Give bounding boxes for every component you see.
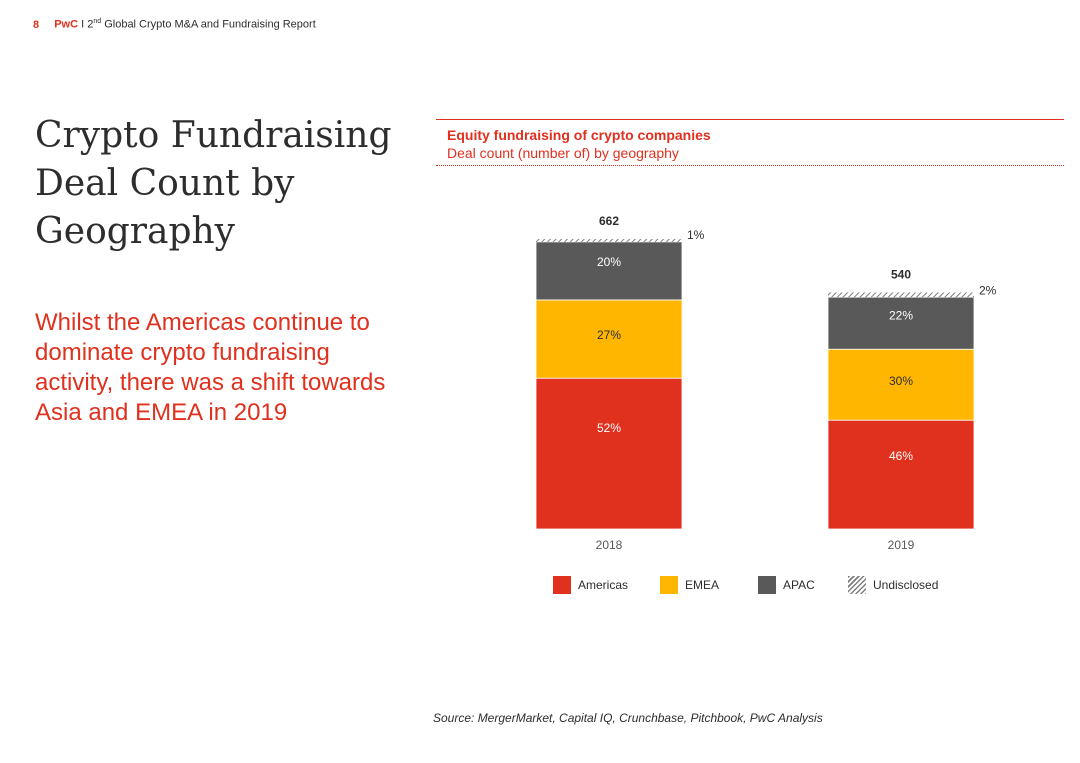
data-label-apac-2018: 20%: [597, 255, 621, 269]
chart-header: Equity fundraising of crypto companies D…: [436, 119, 1064, 166]
total-label-2018: 662: [599, 214, 619, 228]
data-label-apac-2019: 22%: [889, 308, 913, 322]
bar-segment-apac-2018: [535, 241, 683, 301]
chart-legend: Americas EMEA APAC Undisclosed: [0, 576, 1080, 596]
report-sup: nd: [93, 18, 102, 25]
legend-swatch-emea: [660, 576, 678, 594]
legend-item-apac: APAC: [758, 576, 815, 594]
legend-swatch-apac: [758, 576, 776, 594]
brand-name: PwC: [54, 18, 79, 31]
header-separator: I: [81, 18, 85, 31]
bar-segment-americas-2018: [535, 377, 683, 530]
bar-segment-americas-2019: [827, 419, 975, 530]
legend-label-undisclosed: Undisclosed: [873, 578, 939, 592]
data-label-undisclosed-2018: 1%: [687, 228, 705, 242]
report-title: Global Crypto M&A and Fundraising Report: [104, 18, 316, 31]
bar-segment-emea-2018: [535, 299, 683, 379]
data-label-emea-2018: 27%: [597, 328, 621, 342]
x-tick-label-2018: 2018: [596, 538, 623, 552]
page-header: 8 PwC I 2nd Global Crypto M&A and Fundra…: [33, 18, 316, 31]
chart-title: Equity fundraising of crypto companies: [447, 127, 711, 143]
bar-segment-undisclosed-2018: [536, 239, 682, 242]
page-subtitle: Whilst the Americas continue to dominate…: [35, 309, 386, 426]
bar-segment-emea-2019: [827, 348, 975, 421]
bar-segment-apac-2019: [827, 296, 975, 350]
bar-segment-undisclosed-2019: [828, 292, 974, 298]
page-number: 8: [33, 18, 40, 31]
data-label-emea-2019: 30%: [889, 374, 913, 388]
legend-label-americas: Americas: [578, 578, 629, 592]
source-note: Source: MergerMarket, Capital IQ, Crunch…: [433, 711, 823, 725]
data-label-americas-2018: 52%: [597, 421, 621, 435]
stacked-bar-chart: 52% 27% 20% 1% 662 2018 46% 30% 22% 2% 540 2019: [535, 214, 997, 552]
legend-label-apac: APAC: [783, 578, 815, 592]
data-label-undisclosed-2019: 2%: [979, 283, 997, 297]
x-tick-label-2019: 2019: [888, 538, 915, 552]
legend-label-emea: EMEA: [685, 578, 720, 592]
legend-item-emea: EMEA: [660, 576, 719, 594]
total-label-2019: 540: [891, 267, 911, 281]
report-prefix: 2: [87, 18, 94, 31]
legend-swatch-americas: [553, 576, 571, 594]
legend-item-undisclosed: Undisclosed: [848, 576, 938, 594]
chart-subtitle: Deal count (number of) by geography: [447, 145, 679, 161]
data-label-americas-2019: 46%: [889, 449, 913, 463]
page-title: Crypto Fundraising Deal Count by Geograp…: [35, 115, 392, 252]
legend-swatch-undisclosed: [848, 576, 866, 594]
legend-item-americas: Americas: [553, 576, 628, 594]
